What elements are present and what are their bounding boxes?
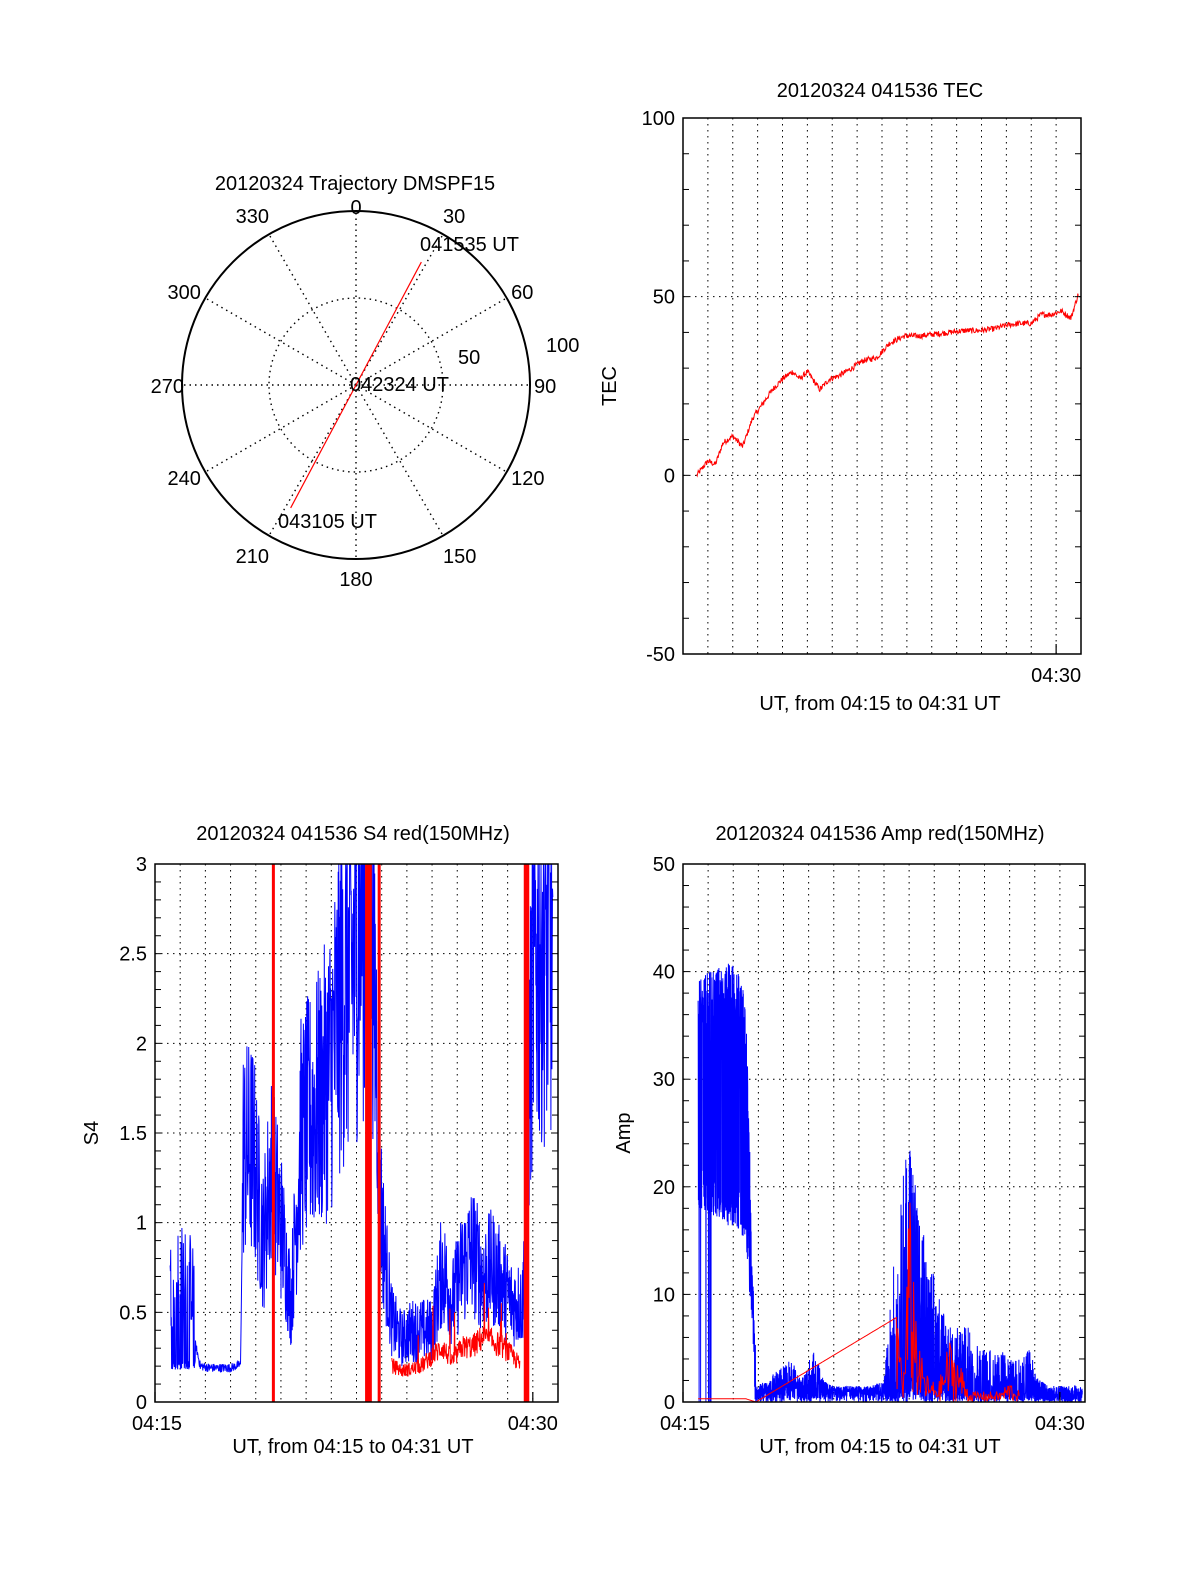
polar-ring-outer xyxy=(181,210,531,560)
x-tick-label: 04:15 xyxy=(132,1413,182,1435)
annotation-start-time: 041535 UT xyxy=(420,234,519,256)
polar-angle-label: 30 xyxy=(443,206,465,228)
x-tick-label: 04:30 xyxy=(1031,665,1081,687)
s4-blue-line xyxy=(169,863,554,1373)
polar-angle-label: 150 xyxy=(443,546,476,568)
polar-angle-label: 90 xyxy=(534,376,556,398)
amp-blue-line xyxy=(697,963,1083,1404)
polar-angle-label: 240 xyxy=(168,468,201,490)
polar-angle-label: 330 xyxy=(236,206,269,228)
y-tick-label: 10 xyxy=(653,1284,675,1306)
amp-xlabel: UT, from 04:15 to 04:31 UT xyxy=(759,1436,1000,1458)
y-tick-label: 1.5 xyxy=(119,1123,147,1145)
tec-chart: 20120324 041536 TEC -50 0 50 100 04:30 TEC U… xyxy=(599,80,1082,715)
polar-spoke xyxy=(355,384,508,473)
y-tick-label: 0 xyxy=(664,1392,675,1414)
s4-red-line xyxy=(391,1282,521,1377)
polar-range-label: 100 xyxy=(546,335,579,357)
s4-chart: 20120324 041536 S4 red(150MHz) 0 0.5 1 1.5 2… xyxy=(81,823,559,1458)
tec-xlabel: UT, from 04:15 to 04:31 UT xyxy=(759,693,1000,715)
annotation-end-time: 043105 UT xyxy=(278,511,377,533)
y-tick-label: 20 xyxy=(653,1177,675,1199)
tec-series xyxy=(696,293,1079,478)
x-tick-label: 04:30 xyxy=(1035,1413,1085,1435)
amp-title: 20120324 041536 Amp red(150MHz) xyxy=(715,823,1044,845)
s4-grid xyxy=(155,864,558,1402)
polar-trajectory-chart: 20120324 Trajectory DMSPF15 0 30 60 90 120 15… xyxy=(151,173,580,591)
tec-grid xyxy=(683,118,1081,654)
tec-axes: -50 0 50 100 04:30 xyxy=(642,108,1082,687)
polar-range-labels: 50 100 xyxy=(458,335,579,369)
polar-angle-label: 0 xyxy=(350,197,361,219)
amp-axes: 0 10 20 30 40 50 04:15 04:30 xyxy=(653,854,1086,1435)
s4-ylabel: S4 xyxy=(81,1121,103,1145)
y-tick-label: -50 xyxy=(646,644,675,666)
y-tick-label: 50 xyxy=(653,287,675,309)
amp-series xyxy=(697,963,1083,1404)
tec-ylabel: TEC xyxy=(599,366,621,406)
amp-ylabel: Amp xyxy=(613,1112,635,1153)
y-tick-label: 40 xyxy=(653,962,675,984)
polar-angle-labels: 0 30 60 90 120 150 180 210 240 270 300 330 xyxy=(151,197,557,591)
y-tick-label: 2.5 xyxy=(119,944,147,966)
polar-grid xyxy=(181,210,531,560)
polar-angle-label: 120 xyxy=(511,468,544,490)
x-tick-label: 04:15 xyxy=(660,1413,710,1435)
y-tick-label: 0.5 xyxy=(119,1302,147,1324)
polar-angle-label: 210 xyxy=(236,546,269,568)
s4-axes: 0 0.5 1 1.5 2 2.5 3 04:15 04:30 xyxy=(119,854,559,1435)
polar-ring-50 xyxy=(268,297,444,473)
annotation-mid-time: 042324 UT xyxy=(350,374,449,396)
y-tick-label: 3 xyxy=(136,854,147,876)
polar-trajectory xyxy=(290,261,422,509)
polar-spoke xyxy=(355,233,444,386)
s4-title: 20120324 041536 S4 red(150MHz) xyxy=(196,823,510,845)
y-tick-label: 0 xyxy=(664,465,675,487)
y-tick-label: 2 xyxy=(136,1033,147,1055)
plot-frame xyxy=(682,117,1082,655)
polar-spoke xyxy=(204,297,357,386)
polar-spoke xyxy=(355,297,508,386)
polar-angle-label: 180 xyxy=(339,569,372,591)
y-tick-label: 0 xyxy=(136,1392,147,1414)
polar-angle-label: 270 xyxy=(151,376,184,398)
polar-angle-label: 300 xyxy=(168,282,201,304)
amp-chart: 20120324 041536 Amp red(150MHz) 0 10 20 30 4… xyxy=(613,823,1086,1458)
polar-spoke xyxy=(268,233,357,386)
amp-red-line xyxy=(698,1202,1020,1403)
polar-spoke xyxy=(204,384,357,473)
s4-xlabel: UT, from 04:15 to 04:31 UT xyxy=(232,1436,473,1458)
y-tick-label: 100 xyxy=(642,108,675,130)
plot-frame xyxy=(682,863,1086,1403)
polar-range-label: 50 xyxy=(458,347,480,369)
trajectory-line xyxy=(290,261,422,509)
y-tick-label: 30 xyxy=(653,1069,675,1091)
polar-angle-label: 60 xyxy=(511,282,533,304)
tec-title: 20120324 041536 TEC xyxy=(777,80,983,102)
polar-spoke xyxy=(268,384,357,537)
s4-series xyxy=(169,863,554,1402)
x-tick-label: 04:30 xyxy=(508,1413,558,1435)
polar-title: 20120324 Trajectory DMSPF15 xyxy=(215,173,495,195)
y-tick-label: 1 xyxy=(136,1213,147,1235)
polar-spoke xyxy=(355,384,444,537)
y-tick-label: 50 xyxy=(653,854,675,876)
tec-line xyxy=(696,293,1079,478)
